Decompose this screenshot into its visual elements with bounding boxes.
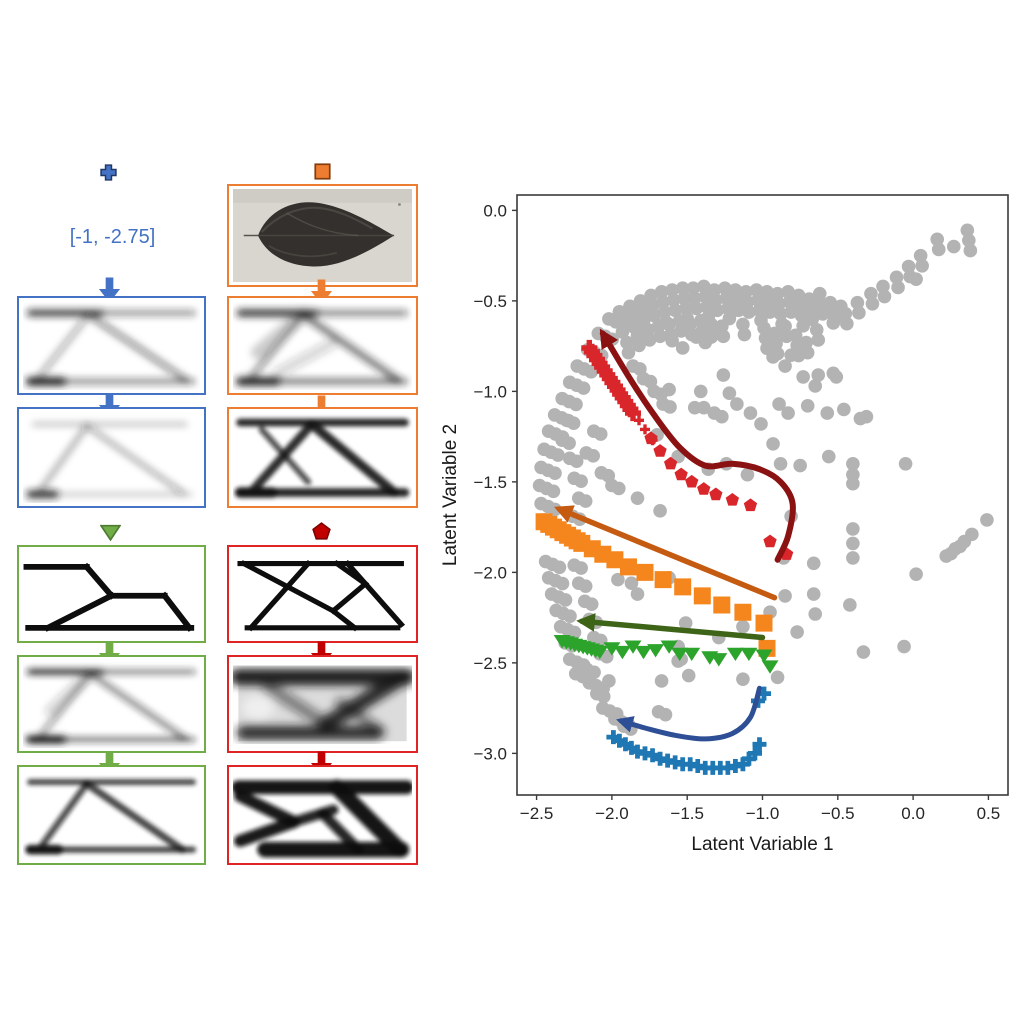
x-tick-label: −0.5 (821, 804, 855, 823)
leaf-photo (227, 184, 418, 287)
red-decoded-image-1 (227, 655, 418, 753)
plus-marker-blue (100, 164, 117, 181)
green-input-drawing (17, 545, 206, 643)
square-marker-orange (314, 163, 331, 180)
red-input-drawing (227, 545, 418, 643)
y-tick-label: −2.5 (473, 654, 507, 673)
y-tick-label: −0.5 (473, 292, 507, 311)
down-arrow-icon (310, 750, 333, 778)
x-tick-label: 0.5 (977, 804, 1001, 823)
blue-decoded-image-2 (17, 407, 206, 508)
latent-space-scatter-plot: −2.5 −2.0 −1.5 −1.0 −0.5 0.0 0.5 0.0 −0.5 −1.0 −1.… (440, 194, 1009, 855)
y-tick-label: 0.0 (483, 201, 507, 220)
y-tick-label: −1.0 (473, 382, 507, 401)
orange-trajectory-arrow (554, 505, 778, 601)
orange-decoded-image-2 (227, 407, 418, 508)
down-arrow-icon (98, 750, 121, 778)
x-tick-label: 0.0 (901, 804, 925, 823)
pentagon-marker-red (312, 522, 331, 541)
triangle-marker-green (99, 524, 122, 542)
series-blue-interpolation-plus (606, 686, 771, 775)
blue-decoded-image-1 (17, 296, 206, 395)
y-tick-label: −1.5 (473, 473, 507, 492)
down-arrow-icon (98, 276, 121, 304)
series-red-interpolation-pentagons (644, 431, 794, 560)
down-arrow-icon (98, 640, 121, 668)
green-decoded-image-1 (17, 655, 206, 753)
x-tick-label: −1.5 (670, 804, 704, 823)
red-decoded-image-2 (227, 765, 418, 865)
y-tick-label: −3.0 (473, 744, 507, 763)
y-axis-label: Latent Variable 2 (440, 424, 461, 566)
y-tick-label: −2.0 (473, 563, 507, 582)
series-dataset-points (532, 223, 994, 736)
down-arrow-icon (310, 640, 333, 668)
x-tick-label: −2.5 (520, 804, 554, 823)
series-orange-interpolation-squares (535, 513, 776, 657)
green-trajectory-arrow (576, 613, 766, 641)
green-decoded-image-2 (17, 765, 206, 865)
down-arrow-icon (310, 278, 333, 306)
x-tick-label: −1.0 (746, 804, 780, 823)
series-red-interpolation-plus (581, 339, 641, 422)
down-arrow-icon (98, 392, 121, 420)
latent-coordinate-label: [-1, -2.75] (69, 226, 156, 248)
axes: −2.5 −2.0 −1.5 −1.0 −0.5 0.0 0.5 0.0 −0.5 −1.0 −1.… (440, 194, 1009, 855)
orange-decoded-image-1 (227, 296, 418, 395)
series-green-interpolation-triangles (553, 635, 779, 674)
blue-trajectory-arrow (616, 685, 762, 742)
maroon-trajectory-arrow (599, 328, 796, 563)
x-tick-label: −2.0 (595, 804, 629, 823)
x-axis-label: Latent Variable 1 (691, 834, 833, 855)
